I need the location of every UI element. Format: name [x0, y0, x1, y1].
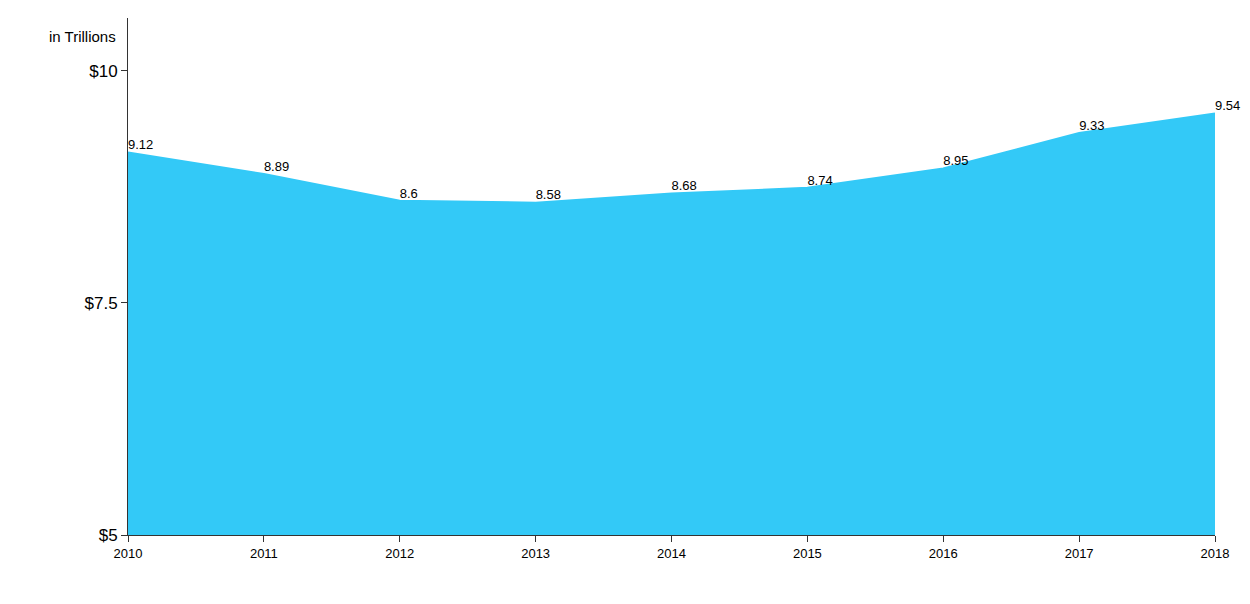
svg-text:8.95: 8.95 — [943, 153, 968, 168]
svg-text:8.89: 8.89 — [264, 159, 289, 174]
svg-text:$7.5: $7.5 — [85, 294, 118, 313]
svg-text:2017: 2017 — [1065, 546, 1094, 561]
svg-text:9.12: 9.12 — [128, 137, 153, 152]
svg-text:9.33: 9.33 — [1079, 118, 1104, 133]
svg-text:2012: 2012 — [385, 546, 414, 561]
svg-text:8.6: 8.6 — [400, 186, 418, 201]
svg-text:2014: 2014 — [657, 546, 686, 561]
svg-text:2013: 2013 — [521, 546, 550, 561]
svg-text:8.74: 8.74 — [807, 173, 832, 188]
svg-text:2016: 2016 — [929, 546, 958, 561]
svg-text:2018: 2018 — [1201, 546, 1230, 561]
svg-text:2010: 2010 — [114, 546, 143, 561]
svg-text:2011: 2011 — [250, 546, 278, 561]
svg-text:$10: $10 — [89, 62, 117, 81]
svg-text:9.54: 9.54 — [1215, 98, 1240, 113]
svg-text:$5: $5 — [99, 526, 118, 545]
svg-text:8.68: 8.68 — [672, 178, 697, 193]
svg-text:in Trillions: in Trillions — [49, 28, 116, 45]
svg-text:2015: 2015 — [793, 546, 822, 561]
svg-text:8.58: 8.58 — [536, 187, 561, 202]
